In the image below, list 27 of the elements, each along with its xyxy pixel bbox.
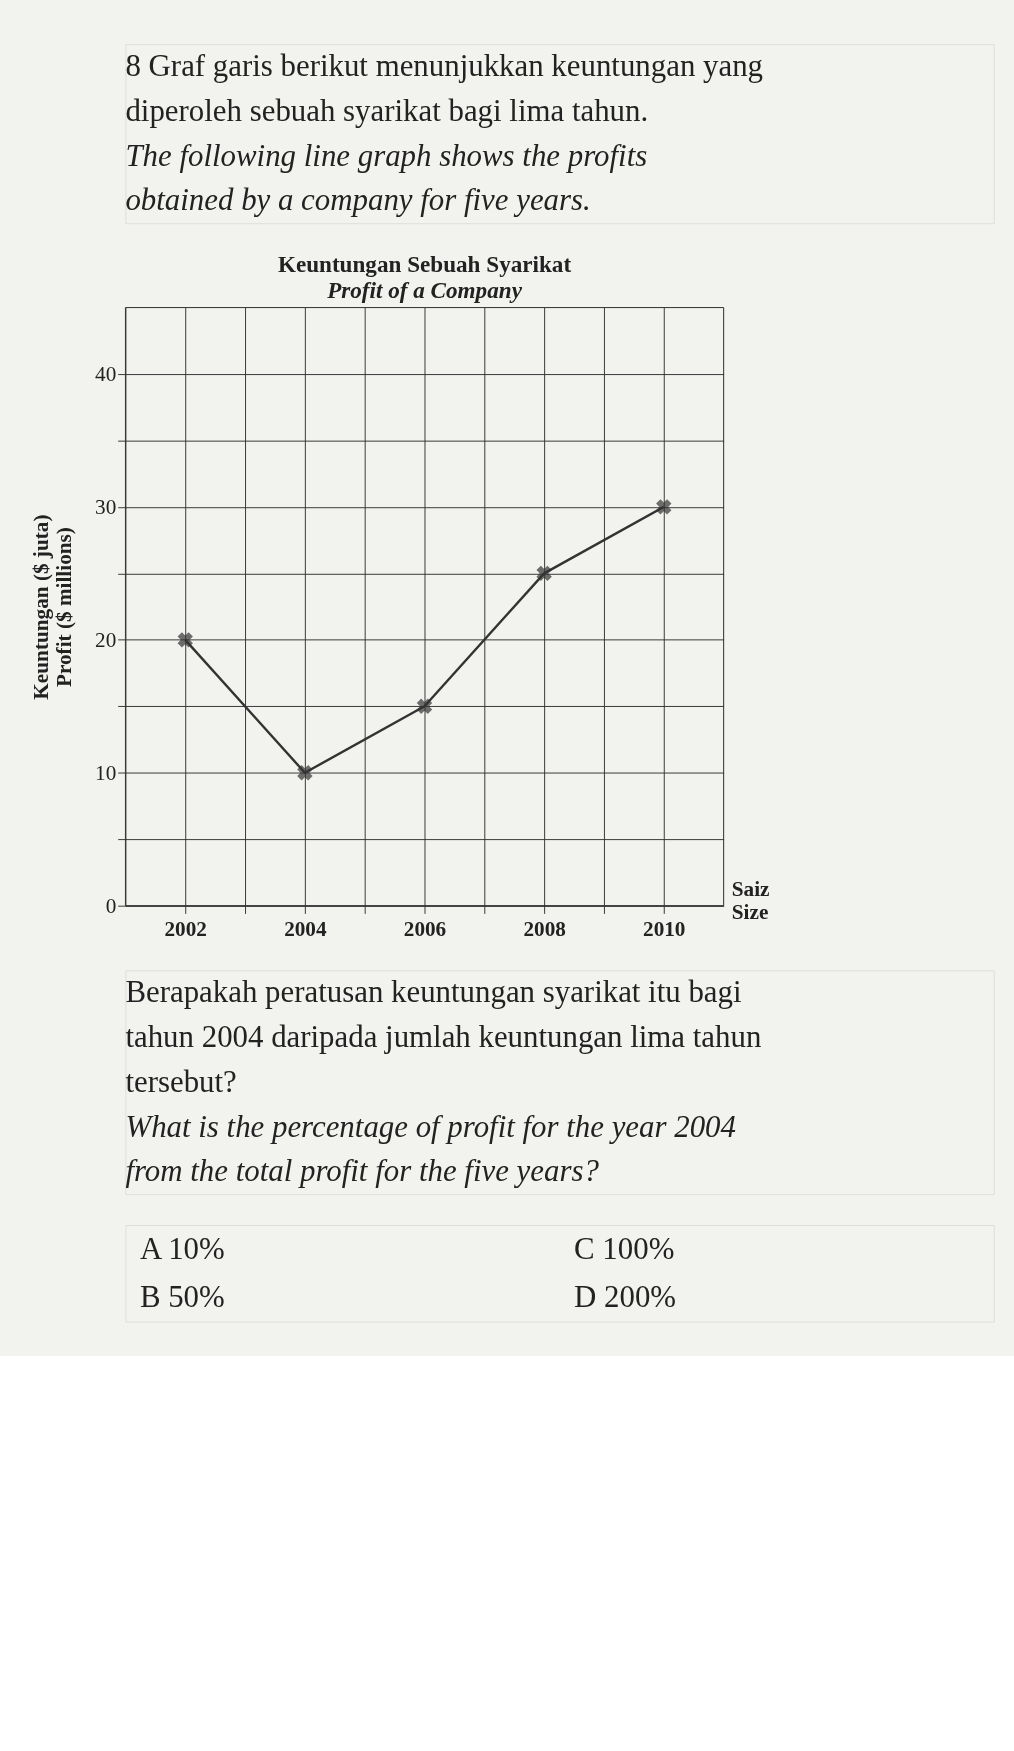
chart-title: Keuntungan Sebuah Syarikat bbox=[277, 251, 572, 278]
point bbox=[177, 632, 193, 648]
x-tick-label: 2010 bbox=[643, 917, 686, 942]
y-axis-title: Keuntungan ($ juta) Profit ($ millions) bbox=[28, 514, 76, 700]
text: B 50% bbox=[139, 1279, 225, 1315]
y-tick-label: 10 bbox=[95, 761, 117, 785]
point bbox=[416, 698, 433, 714]
y-tick-label: 0 bbox=[105, 893, 117, 918]
text: D 200% bbox=[574, 1279, 677, 1315]
x-tick-label: 2002 bbox=[164, 917, 207, 942]
text: Berapakah peratusan keuntungan syarikat itu bagi tahun 2004 daripada jumlah keuntungan lima tahun tersebut? bbox=[125, 974, 762, 1099]
x-tick-label: 2004 bbox=[284, 917, 327, 942]
y-tick-label: 30 bbox=[95, 495, 117, 520]
y-tick-label: 40 bbox=[95, 362, 117, 387]
text: A 10% bbox=[139, 1230, 225, 1266]
x-tick-label: 2008 bbox=[523, 917, 566, 942]
point bbox=[297, 765, 313, 781]
text: 8 Graf garis berikut menunjukkan keuntungan yang diperoleh sebuah syarikat bagi lima tahun. bbox=[125, 48, 764, 128]
x-tick-label: 2006 bbox=[403, 917, 447, 942]
point bbox=[656, 499, 672, 515]
point bbox=[536, 565, 552, 582]
text: What is the percentage of profit for the year 2004 from the total profit for the five years? bbox=[125, 1108, 736, 1189]
text: The following line graph shows the profits obtained by a company for five years. bbox=[125, 137, 648, 218]
text: C 100% bbox=[574, 1230, 675, 1266]
y-tick-label: 20 bbox=[95, 628, 117, 653]
x-axis-title: Saiz Size bbox=[731, 876, 770, 924]
chart-subtitle: Profit of a Company bbox=[326, 277, 523, 304]
